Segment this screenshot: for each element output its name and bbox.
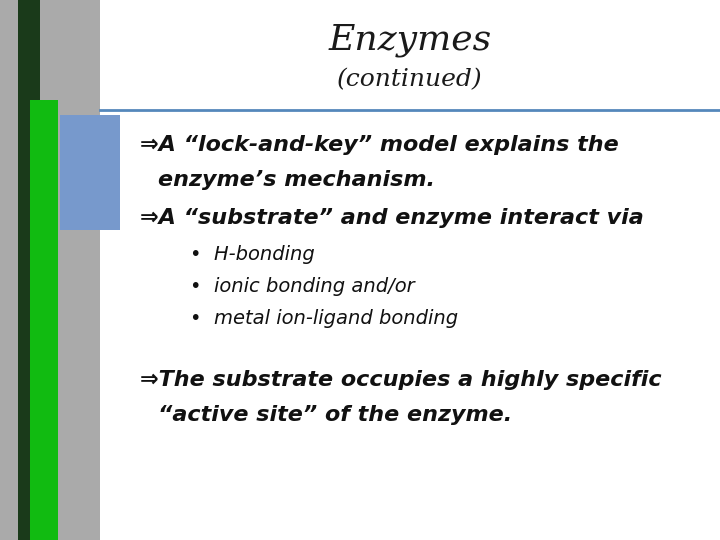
- Text: •  ionic bonding and/or: • ionic bonding and/or: [190, 278, 415, 296]
- Text: ⇒A “lock-and-key” model explains the: ⇒A “lock-and-key” model explains the: [140, 135, 618, 155]
- Text: ⇒A “substrate” and enzyme interact via: ⇒A “substrate” and enzyme interact via: [140, 208, 644, 228]
- Text: enzyme’s mechanism.: enzyme’s mechanism.: [158, 170, 435, 190]
- Bar: [0, 0, 115, 540]
- Bar: [30, 100, 58, 540]
- Text: “active site” of the enzyme.: “active site” of the enzyme.: [158, 405, 512, 425]
- Text: (continued): (continued): [337, 69, 483, 91]
- Bar: [100, 0, 720, 110]
- Text: •  metal ion-ligand bonding: • metal ion-ligand bonding: [190, 309, 458, 328]
- Bar: [100, 0, 720, 540]
- Bar: [18, 0, 40, 540]
- Text: •  H-bonding: • H-bonding: [190, 246, 315, 265]
- Bar: [60, 115, 120, 230]
- Text: Enzymes: Enzymes: [328, 23, 492, 57]
- Text: ⇒The substrate occupies a highly specific: ⇒The substrate occupies a highly specifi…: [140, 370, 662, 390]
